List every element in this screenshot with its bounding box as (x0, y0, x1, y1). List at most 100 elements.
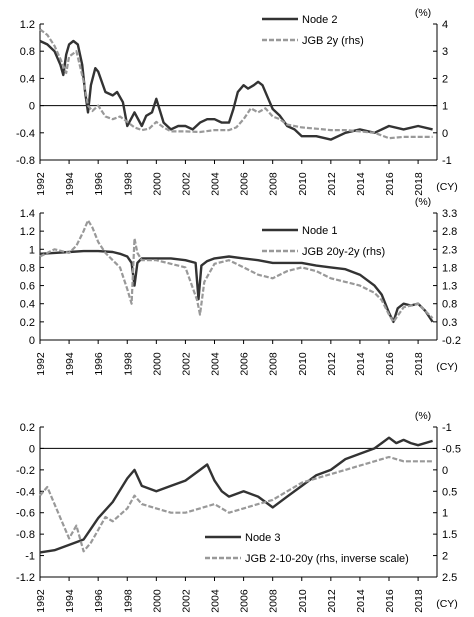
right-tick-label: 0.3 (442, 317, 457, 329)
x-tick-label: 1994 (64, 172, 76, 196)
right-tick-label: 0.8 (442, 299, 457, 311)
legend-label-2: JGB 2-10-20y (rhs, inverse scale) (245, 553, 409, 565)
chart-panel-1: 1.2 0.8 0.4 0 -0.4 -0.8 4 3 2 1 0 -1 (%) 1992 1994 1996… (16, 7, 458, 196)
x-tick-label: 2004 (210, 172, 222, 196)
left-tick-label: -1 (25, 551, 35, 563)
x-tick-label: 1992 (35, 589, 47, 613)
left-tick-label: 1.2 (20, 19, 35, 31)
right-axis-unit: (%) (415, 196, 431, 208)
x-tick-label: 2008 (268, 589, 280, 613)
x-tick-label: 2012 (326, 589, 338, 613)
legend-label-1: Node 1 (302, 225, 337, 237)
left-tick-label: -0.8 (16, 529, 35, 541)
x-tick-label: 2008 (268, 172, 280, 196)
chart-panel-2: 1.4 1.2 1 0.8 0.6 0.4 0.2 0 3.3 2.8 2.3 1.8 1.3 0.8 0.… (20, 196, 461, 376)
left-tick-label: -1.2 (16, 572, 35, 584)
left-tick-label: 0.2 (20, 422, 35, 434)
legend-label-2: JGB 20y-2y (rhs) (302, 246, 385, 258)
x-tick-label: 1996 (93, 172, 105, 196)
series-line-2 (39, 455, 433, 553)
right-tick-label: 1.5 (442, 529, 457, 541)
legend-label-2: JGB 2y (rhs) (302, 35, 364, 47)
right-tick-label: 1.8 (442, 262, 457, 274)
left-tick-label: 0.2 (20, 317, 35, 329)
right-tick-label: 0 (442, 465, 448, 477)
legend-label-1: Node 2 (302, 14, 337, 26)
right-axis-unit: (%) (415, 7, 431, 19)
x-tick-label: 2006 (239, 589, 251, 613)
right-tick-label: 1.3 (442, 281, 457, 293)
series-line-2 (39, 219, 434, 323)
x-tick-label: 1996 (93, 352, 105, 376)
x-axis-unit: (CY) (436, 598, 458, 610)
right-tick-label: 0.5 (442, 486, 457, 498)
x-tick-label: 1994 (64, 589, 76, 613)
x-tick-label: 2014 (355, 589, 367, 613)
x-tick-label: 2016 (384, 172, 396, 196)
x-tick-label: 1992 (35, 172, 47, 196)
right-tick-label: 3 (442, 46, 448, 58)
series-line-1 (39, 249, 434, 324)
left-tick-label: -0.4 (16, 128, 35, 140)
x-tick-label: 1996 (93, 589, 105, 613)
left-tick-label: -0.6 (16, 508, 35, 520)
chart-panel-3: 0.2 0 -0.2 -0.4 -0.6 -0.8 -1 -1.2 -1 -0.5 0 0.5 1 1.5… (16, 410, 461, 613)
left-tick-label: 0.8 (20, 262, 35, 274)
x-tick-label: 2008 (268, 352, 280, 376)
x-tick-label: 2004 (210, 352, 222, 376)
right-tick-label: 4 (442, 19, 448, 31)
right-tick-label: 2 (442, 551, 448, 563)
series-line-2 (39, 28, 433, 140)
left-tick-label: 0 (29, 335, 35, 347)
series-line-1 (39, 436, 433, 554)
right-tick-label: 3.3 (442, 208, 457, 220)
right-tick-label: -0.2 (442, 335, 461, 347)
x-tick-label: 2002 (180, 352, 192, 376)
right-tick-label: 2.8 (442, 226, 457, 238)
x-tick-label: 2010 (297, 589, 309, 613)
x-tick-label: 1998 (122, 589, 134, 613)
x-axis-unit: (CY) (436, 181, 458, 193)
right-tick-label: -1 (442, 422, 452, 434)
x-tick-label: 2018 (413, 589, 425, 613)
x-tick-label: 2012 (326, 352, 338, 376)
x-tick-label: 2004 (210, 589, 222, 613)
x-tick-label: 2014 (355, 352, 367, 376)
x-tick-label: 1998 (122, 172, 134, 196)
left-tick-label: 1.2 (20, 226, 35, 238)
left-tick-label: -0.4 (16, 486, 35, 498)
right-axis-unit: (%) (415, 410, 431, 422)
right-tick-label: 1 (442, 101, 448, 113)
right-tick-label: 2.3 (442, 244, 457, 256)
left-tick-label: 0 (29, 443, 35, 455)
x-tick-label: 2014 (355, 172, 367, 196)
right-tick-label: 1 (442, 508, 448, 520)
x-tick-label: 2016 (384, 589, 396, 613)
left-tick-label: -0.2 (16, 465, 35, 477)
x-tick-label: 2012 (326, 172, 338, 196)
left-tick-label: 0.8 (20, 46, 35, 58)
left-tick-label: 0.6 (20, 281, 35, 293)
right-tick-label: -1 (442, 155, 452, 167)
x-tick-label: 2006 (239, 172, 251, 196)
x-tick-label: 2002 (180, 589, 192, 613)
x-axis-unit: (CY) (436, 361, 458, 373)
x-tick-label: 1998 (122, 352, 134, 376)
x-tick-label: 1992 (35, 352, 47, 376)
left-tick-label: 0.4 (20, 73, 35, 85)
right-tick-label: 2 (442, 73, 448, 85)
x-tick-label: 2002 (180, 172, 192, 196)
left-tick-label: 0.4 (20, 299, 35, 311)
left-tick-label: 0 (29, 101, 35, 113)
x-tick-label: 2010 (297, 352, 309, 376)
series-line-1 (39, 39, 433, 141)
x-tick-label: 1994 (64, 352, 76, 376)
x-tick-label: 2010 (297, 172, 309, 196)
right-tick-label: 2.5 (442, 572, 457, 584)
left-tick-label: -0.8 (16, 155, 35, 167)
x-tick-label: 2016 (384, 352, 396, 376)
right-tick-label: 0 (442, 128, 448, 140)
x-tick-label: 2018 (413, 172, 425, 196)
x-tick-label: 2000 (151, 352, 163, 376)
